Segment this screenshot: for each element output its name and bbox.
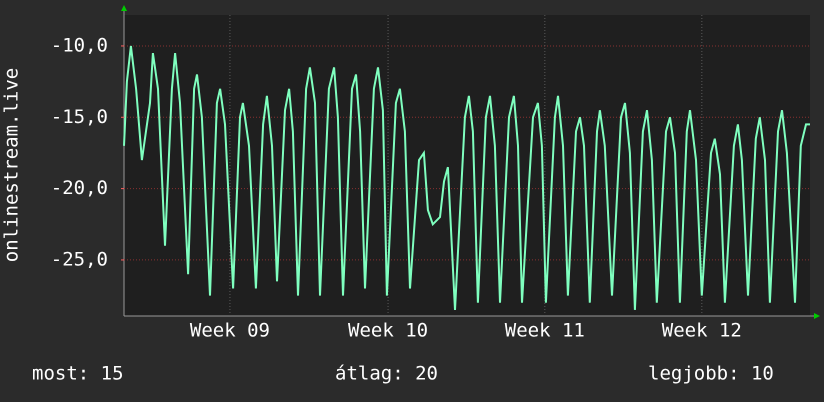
y-tick-label: -20,0 xyxy=(51,177,108,199)
x-tick-label: Week 12 xyxy=(662,320,742,342)
y-arrow xyxy=(121,5,127,11)
x-arrow xyxy=(814,313,820,319)
x-tick-label: Week 11 xyxy=(505,320,585,342)
y-tick-label: -25,0 xyxy=(51,248,108,270)
footer-average: átlag: 20 xyxy=(335,363,438,385)
y-tick-label: -10,0 xyxy=(51,34,108,56)
footer-current: most: 15 xyxy=(32,363,124,385)
footer-best: legjobb: 10 xyxy=(648,363,774,385)
y-tick-label: -15,0 xyxy=(51,106,108,128)
x-tick-label: Week 09 xyxy=(190,320,270,342)
y-axis-label: onlinestream.live xyxy=(1,68,23,262)
data-line xyxy=(123,45,810,310)
x-tick-label: Week 10 xyxy=(348,320,428,342)
